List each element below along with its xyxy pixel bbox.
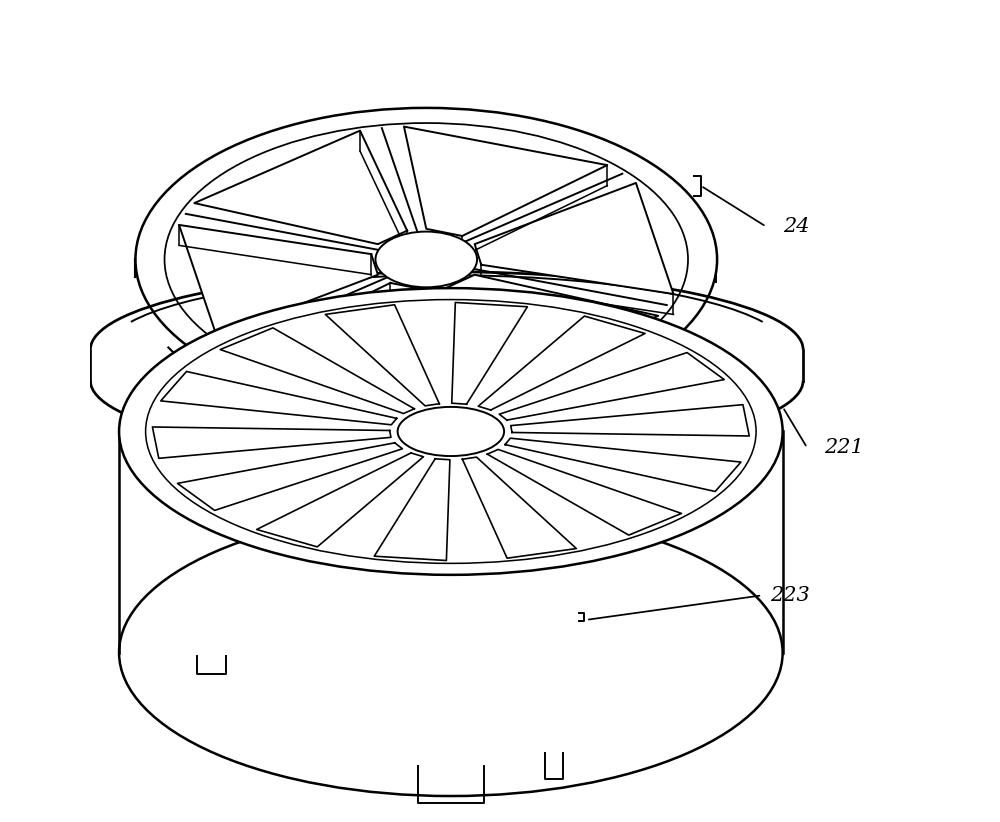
Ellipse shape <box>375 232 477 288</box>
Polygon shape <box>452 302 527 404</box>
Polygon shape <box>161 372 397 425</box>
Polygon shape <box>179 225 378 336</box>
Polygon shape <box>445 275 658 388</box>
Polygon shape <box>177 443 402 510</box>
Polygon shape <box>487 450 681 535</box>
Ellipse shape <box>119 510 783 796</box>
Text: 223: 223 <box>770 586 810 605</box>
Polygon shape <box>478 316 645 410</box>
Polygon shape <box>374 459 450 561</box>
Polygon shape <box>475 183 673 294</box>
Polygon shape <box>152 427 391 459</box>
Polygon shape <box>404 127 607 236</box>
Text: 24: 24 <box>783 217 809 236</box>
Polygon shape <box>511 404 749 436</box>
Polygon shape <box>325 305 439 406</box>
Text: 221: 221 <box>824 438 863 457</box>
Polygon shape <box>499 353 724 420</box>
Polygon shape <box>257 453 423 547</box>
Polygon shape <box>245 283 449 392</box>
Polygon shape <box>220 328 414 413</box>
Ellipse shape <box>119 289 783 575</box>
Polygon shape <box>462 457 576 558</box>
Polygon shape <box>194 131 407 244</box>
Ellipse shape <box>398 407 504 456</box>
Polygon shape <box>505 438 741 492</box>
